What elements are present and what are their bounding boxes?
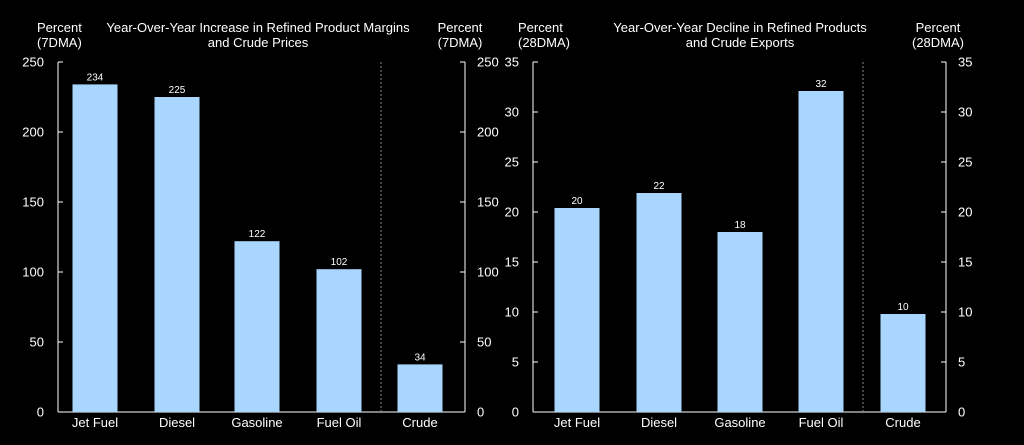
bar-jet-fuel [554,208,600,412]
left-y-tick-label: 50 [30,335,44,350]
bar-data-label: 122 [249,229,266,240]
x-category-label: Fuel Oil [799,415,844,430]
chart-panel-2: Year-Over-Year Decline in Refined Produc… [505,20,973,430]
left-y-tick-label: 20 [505,205,519,220]
left-axis-unit-label: (28DMA) [518,35,570,50]
left-y-tick-label: 0 [37,405,44,420]
left-y-tick-label: 30 [505,105,519,120]
x-category-label: Jet Fuel [554,415,600,430]
left-y-tick-label: 15 [505,255,519,270]
bar-data-label: 22 [653,181,665,192]
right-y-tick-label: 150 [477,195,499,210]
left-y-tick-label: 250 [22,55,44,70]
chart-title-line: and Crude Exports [686,35,795,50]
x-category-label: Jet Fuel [72,415,118,430]
right-axis-unit-label: Percent [438,20,483,35]
bar-data-label: 225 [169,85,186,96]
right-y-tick-label: 25 [958,155,972,170]
right-y-tick-label: 15 [958,255,972,270]
bar-data-label: 20 [571,196,583,207]
x-category-label: Crude [402,415,437,430]
x-category-label: Fuel Oil [317,415,362,430]
right-y-tick-label: 5 [958,355,965,370]
bar-jet-fuel [72,84,118,413]
right-axis-unit-label: (28DMA) [912,35,964,50]
bar-data-label: 18 [734,220,746,231]
chart-panel-1: Year-Over-Year Increase in Refined Produ… [22,20,498,430]
right-y-tick-label: 50 [477,335,491,350]
bar-gasoline [234,241,280,412]
left-y-tick-label: 5 [512,355,519,370]
bar-data-label: 10 [897,302,909,313]
right-y-tick-label: 0 [958,405,965,420]
right-axis-unit-label: (7DMA) [438,35,483,50]
x-category-label: Gasoline [714,415,765,430]
right-y-tick-label: 10 [958,305,972,320]
right-y-tick-label: 35 [958,55,972,70]
x-category-label: Gasoline [231,415,282,430]
left-y-tick-label: 10 [505,305,519,320]
left-y-tick-label: 200 [22,125,44,140]
left-y-tick-label: 150 [22,195,44,210]
chart-title-line: Year-Over-Year Increase in Refined Produ… [106,20,410,35]
right-y-tick-label: 0 [477,405,484,420]
bar-data-label: 234 [87,72,104,83]
left-axis-unit-label: (7DMA) [37,35,82,50]
left-y-tick-label: 35 [505,55,519,70]
chart-title-line: and Crude Prices [208,35,309,50]
bar-crude [397,364,443,412]
chart-title-line: Year-Over-Year Decline in Refined Produc… [613,20,867,35]
right-y-tick-label: 30 [958,105,972,120]
bar-diesel [154,97,200,412]
bar-data-label: 34 [414,352,426,363]
left-axis-unit-label: Percent [37,20,82,35]
x-category-label: Diesel [641,415,677,430]
left-y-tick-label: 0 [512,405,519,420]
left-y-tick-label: 25 [505,155,519,170]
bar-data-label: 102 [331,257,348,268]
left-y-tick-label: 100 [22,265,44,280]
bar-gasoline [717,232,763,412]
bar-crude [880,314,926,412]
bar-diesel [636,193,682,412]
left-axis-unit-label: Percent [518,20,563,35]
x-category-label: Diesel [159,415,195,430]
right-y-tick-label: 250 [477,55,499,70]
bar-fuel-oil [316,269,362,412]
x-category-label: Crude [885,415,920,430]
right-y-tick-label: 20 [958,205,972,220]
bar-fuel-oil [798,91,844,412]
right-y-tick-label: 100 [477,265,499,280]
bar-data-label: 32 [815,79,827,90]
right-axis-unit-label: Percent [916,20,961,35]
right-y-tick-label: 200 [477,125,499,140]
